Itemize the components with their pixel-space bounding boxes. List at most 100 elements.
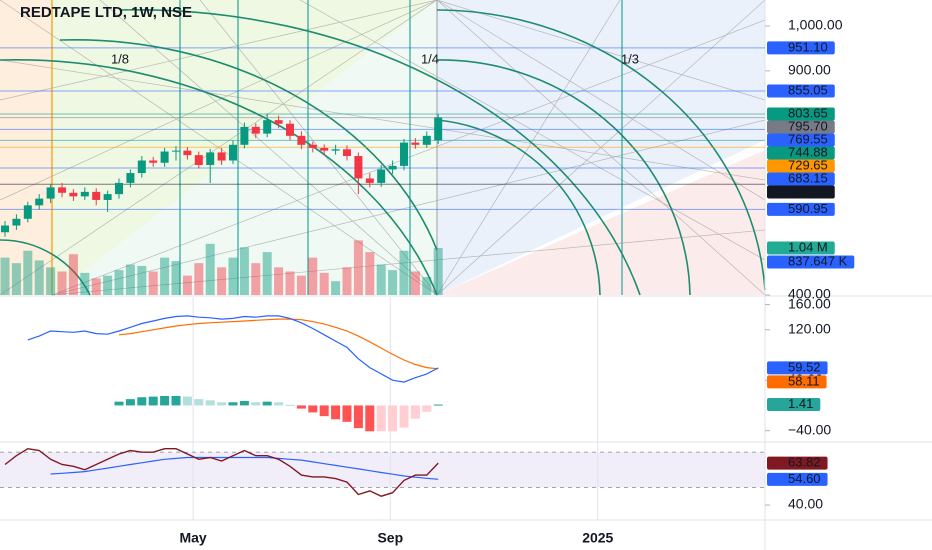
price-badge-label: 855.05 bbox=[788, 82, 828, 97]
histogram-bar bbox=[137, 397, 147, 406]
candle-body bbox=[251, 126, 260, 134]
price-badge-label: 837.647 K bbox=[788, 253, 848, 268]
candle-body bbox=[46, 187, 55, 199]
candle-body bbox=[354, 156, 363, 179]
macd-line bbox=[27, 315, 439, 383]
price-badge bbox=[767, 255, 855, 269]
histogram-bar bbox=[342, 405, 352, 422]
price-badge bbox=[767, 120, 835, 134]
candle-body bbox=[1, 225, 10, 233]
volume-bar bbox=[125, 264, 135, 295]
histogram-bar bbox=[182, 396, 192, 406]
price-badge bbox=[767, 456, 828, 470]
price-badge bbox=[767, 133, 835, 147]
price-badge-label: 803.65 bbox=[788, 105, 828, 120]
histogram-bar bbox=[262, 401, 272, 406]
histogram-bar bbox=[365, 405, 375, 432]
volume-bar bbox=[239, 247, 249, 295]
candle-body bbox=[194, 155, 203, 165]
candle-body bbox=[228, 144, 237, 161]
y-tick-label: 40.00 bbox=[788, 496, 823, 512]
price-badge bbox=[767, 41, 835, 55]
volume-bar bbox=[353, 240, 363, 295]
histogram-bar bbox=[217, 402, 227, 406]
volume-bar bbox=[308, 257, 318, 295]
volume-bar bbox=[34, 260, 44, 295]
candle-body bbox=[149, 160, 158, 163]
price-badge bbox=[767, 472, 828, 486]
candle-body bbox=[331, 149, 340, 151]
y-tick-label: 160.00 bbox=[788, 295, 831, 311]
candle-body bbox=[422, 135, 431, 145]
volume-bar bbox=[148, 271, 158, 295]
volume-bar bbox=[194, 263, 204, 295]
volume-bar bbox=[205, 243, 215, 295]
candle-body bbox=[23, 205, 32, 219]
candle-body bbox=[274, 120, 283, 124]
price-badge-label: 647.15 bbox=[788, 183, 828, 198]
volume-bar bbox=[68, 254, 78, 295]
drawing-label: 1/8 bbox=[111, 51, 129, 66]
candle-body bbox=[103, 194, 112, 200]
candle-body bbox=[320, 147, 329, 151]
volume-bar bbox=[114, 270, 124, 295]
histogram-bar bbox=[308, 405, 318, 413]
histogram-bar bbox=[160, 395, 170, 406]
x-tick-label: 2025 bbox=[582, 530, 613, 546]
volume-bar bbox=[262, 252, 272, 295]
price-badge bbox=[767, 159, 835, 173]
chart-title: REDTAPE LTD, 1W, NSE bbox=[20, 4, 192, 21]
volume-bar bbox=[319, 272, 329, 295]
price-badge-label: 951.10 bbox=[788, 39, 828, 54]
candle-body bbox=[35, 198, 44, 206]
price-badge-label: 58.11 bbox=[788, 373, 820, 388]
volume-bar bbox=[399, 250, 409, 295]
histogram-bar bbox=[251, 402, 261, 406]
y-tick-label: 1,000.00 bbox=[788, 17, 843, 33]
volume-bar bbox=[285, 271, 295, 295]
volume-bar bbox=[422, 277, 432, 295]
price-badge-label: 54.60 bbox=[788, 471, 821, 486]
histogram-bar bbox=[228, 402, 238, 406]
price-badge bbox=[767, 185, 835, 199]
candle-body bbox=[240, 126, 249, 145]
histogram-bar bbox=[376, 405, 386, 432]
histogram-bar bbox=[410, 405, 420, 419]
price-badge bbox=[767, 146, 835, 160]
price-badge-label: 63.82 bbox=[788, 455, 821, 470]
price-badge bbox=[767, 241, 835, 255]
volume-bar bbox=[228, 257, 238, 295]
candle-body bbox=[183, 150, 192, 156]
price-badge bbox=[767, 107, 835, 121]
candle-body bbox=[206, 152, 215, 165]
y-tick-label: 900.00 bbox=[788, 62, 831, 78]
volume-bar bbox=[331, 281, 341, 295]
histogram-bar bbox=[399, 405, 409, 428]
candle-body bbox=[308, 144, 317, 148]
histogram-bar bbox=[148, 396, 158, 406]
candle-body bbox=[115, 182, 124, 195]
histogram-bar bbox=[388, 405, 398, 432]
x-tick-label: May bbox=[179, 530, 206, 546]
y-tick-label: 120.00 bbox=[788, 320, 831, 336]
candle-body bbox=[69, 192, 78, 197]
candle-body bbox=[58, 187, 67, 193]
volume-bar bbox=[296, 275, 306, 295]
histogram-bar bbox=[274, 402, 284, 406]
x-tick-label: Sep bbox=[377, 530, 403, 546]
volume-bar bbox=[137, 265, 147, 295]
volume-bar bbox=[376, 264, 386, 295]
rsi-band bbox=[0, 452, 765, 488]
candle-body bbox=[172, 150, 181, 152]
price-badge-label: 769.55 bbox=[788, 131, 828, 146]
candle-body bbox=[297, 135, 306, 145]
price-badge bbox=[767, 172, 835, 186]
histogram-bar bbox=[422, 405, 432, 412]
candle-body bbox=[342, 149, 351, 157]
candle-body bbox=[92, 191, 101, 200]
histogram-bar bbox=[125, 399, 135, 406]
candle-body bbox=[388, 165, 397, 170]
price-badge-label: 683.15 bbox=[788, 170, 828, 185]
rsi-line bbox=[4, 447, 439, 497]
price-badge bbox=[767, 84, 835, 98]
